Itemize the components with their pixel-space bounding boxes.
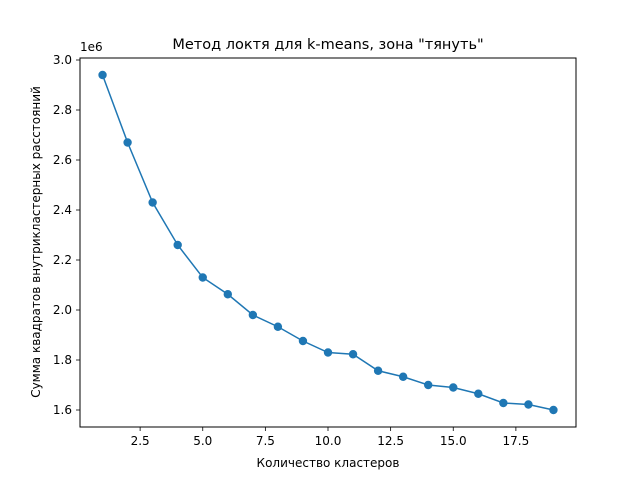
y-axis-offset-label: 1e6	[80, 40, 103, 54]
data-point	[398, 372, 408, 381]
data-point	[98, 70, 107, 80]
data-point	[373, 366, 383, 375]
data-point	[198, 273, 207, 282]
chart-title: Метод локтя для k-means, зона "тянуть"	[172, 37, 483, 53]
x-tick-label: 17.5	[503, 434, 530, 448]
x-tick-label: 5.0	[193, 434, 212, 448]
data-point	[348, 350, 358, 359]
data-point	[173, 240, 182, 250]
data-point	[148, 198, 157, 207]
x-tick-label: 2.5	[131, 434, 150, 448]
y-tick-label: 2.6	[53, 153, 72, 167]
x-axis-ticks: 2.5 5.0 7.5 10.0 12.5 15.0 17.5	[131, 427, 530, 448]
series-line	[101, 74, 554, 411]
y-axis-label: Сумма квадратов внутрикластерных расстоя…	[29, 86, 43, 398]
y-tick-label: 2.2	[53, 253, 72, 267]
data-point	[499, 398, 508, 408]
data-point	[248, 310, 258, 320]
x-tick-label: 12.5	[377, 434, 404, 448]
data-point	[449, 383, 458, 392]
data-point	[549, 405, 558, 415]
data-point	[524, 400, 533, 409]
x-tick-label: 15.0	[440, 434, 467, 448]
y-tick-label: 3.0	[53, 53, 72, 67]
data-point	[223, 290, 232, 299]
series-layer	[98, 70, 558, 415]
data-point	[323, 348, 333, 357]
x-tick-label: 7.5	[256, 434, 275, 448]
y-tick-label: 1.6	[53, 403, 72, 417]
y-tick-label: 2.8	[53, 103, 72, 117]
y-axis-ticks: 1.6 1.8 2.0 2.2 2.4 2.6 2.8 3.0	[53, 53, 80, 417]
x-axis-label: Количество кластеров	[257, 456, 400, 470]
y-tick-label: 1.8	[53, 353, 72, 367]
y-tick-label: 2.0	[53, 303, 72, 317]
data-point	[298, 336, 308, 346]
y-tick-label: 2.4	[53, 203, 72, 217]
data-point	[123, 138, 132, 147]
data-point	[273, 322, 283, 331]
x-tick-label: 10.0	[315, 434, 342, 448]
data-point	[424, 380, 433, 390]
plot-frame	[79, 57, 577, 428]
data-point	[474, 389, 483, 398]
